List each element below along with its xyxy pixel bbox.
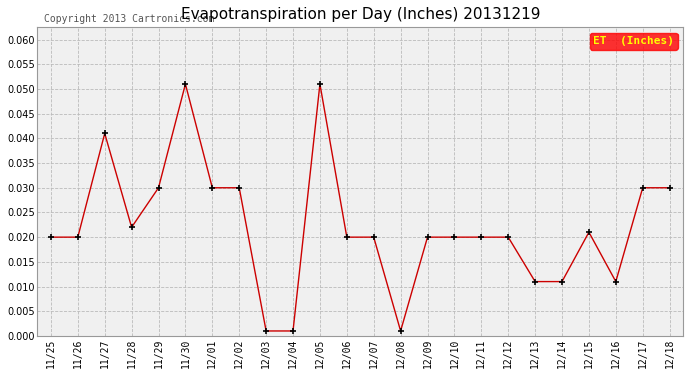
Text: Copyright 2013 Cartronics.com: Copyright 2013 Cartronics.com — [44, 14, 215, 24]
Title: Evapotranspiration per Day (Inches) 20131219: Evapotranspiration per Day (Inches) 2013… — [181, 7, 540, 22]
Legend: ET  (Inches): ET (Inches) — [590, 33, 678, 50]
